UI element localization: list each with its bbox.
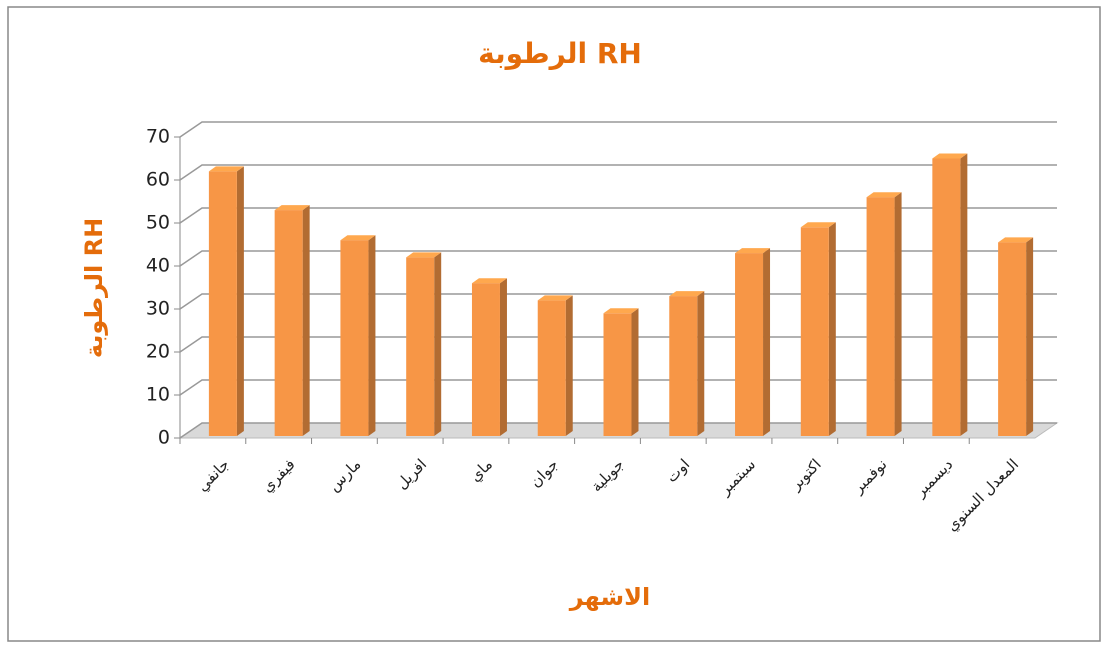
bar-top [735,248,771,254]
y-tick-label: 60 [146,169,170,191]
y-tick-label: 30 [146,298,170,320]
bar [537,300,566,436]
y-tick-label: 50 [146,212,170,234]
bar-side [828,222,836,436]
grid-line [179,293,1057,310]
bar-top [998,237,1034,243]
grid-line [179,422,1057,439]
bar-side [960,153,968,436]
bar-top [340,235,376,241]
x-axis-title: الاشهر [569,583,650,611]
bar [669,296,698,436]
grid-line [179,121,1057,138]
grid-line [179,379,1057,396]
chart-title: الرطوبة RH [478,37,642,70]
bar-top [800,222,836,228]
bar-side [1026,237,1034,436]
bar [800,227,829,436]
bar-top [406,252,442,258]
bar-top [669,291,705,297]
bar-side [631,308,639,436]
bar-side [302,205,310,436]
grid-line [179,250,1057,267]
y-tick-label: 10 [146,384,170,406]
bar [274,210,303,436]
y-axis-title: الرطوبة RH [80,218,108,358]
bar-side [565,295,573,436]
bar-side [894,192,902,436]
grid-line [179,336,1057,353]
bar-top [603,308,639,314]
bar-side [368,235,376,436]
grid-line [179,207,1057,224]
bar-top [932,153,968,159]
bar [603,313,632,436]
bar-side [236,166,244,436]
bar-top [208,166,244,172]
bar-side [763,248,771,436]
bar [932,158,961,436]
bar-top [471,278,507,284]
bar [471,283,500,436]
y-tick-label: 70 [146,126,170,148]
y-tick-label: 0 [158,427,170,449]
y-tick-label: 20 [146,341,170,363]
y-tick-label: 40 [146,255,170,277]
bar [406,257,435,436]
bar [866,197,895,436]
grid-line [179,164,1057,181]
bar-top [537,295,573,301]
bar [998,242,1027,436]
bar [340,240,369,436]
bar [208,171,237,436]
bar [735,253,764,436]
bar-side [434,252,442,436]
bar-top [866,192,902,198]
bar-side [697,291,705,436]
bar-side [499,278,507,436]
bar-top [274,205,310,211]
